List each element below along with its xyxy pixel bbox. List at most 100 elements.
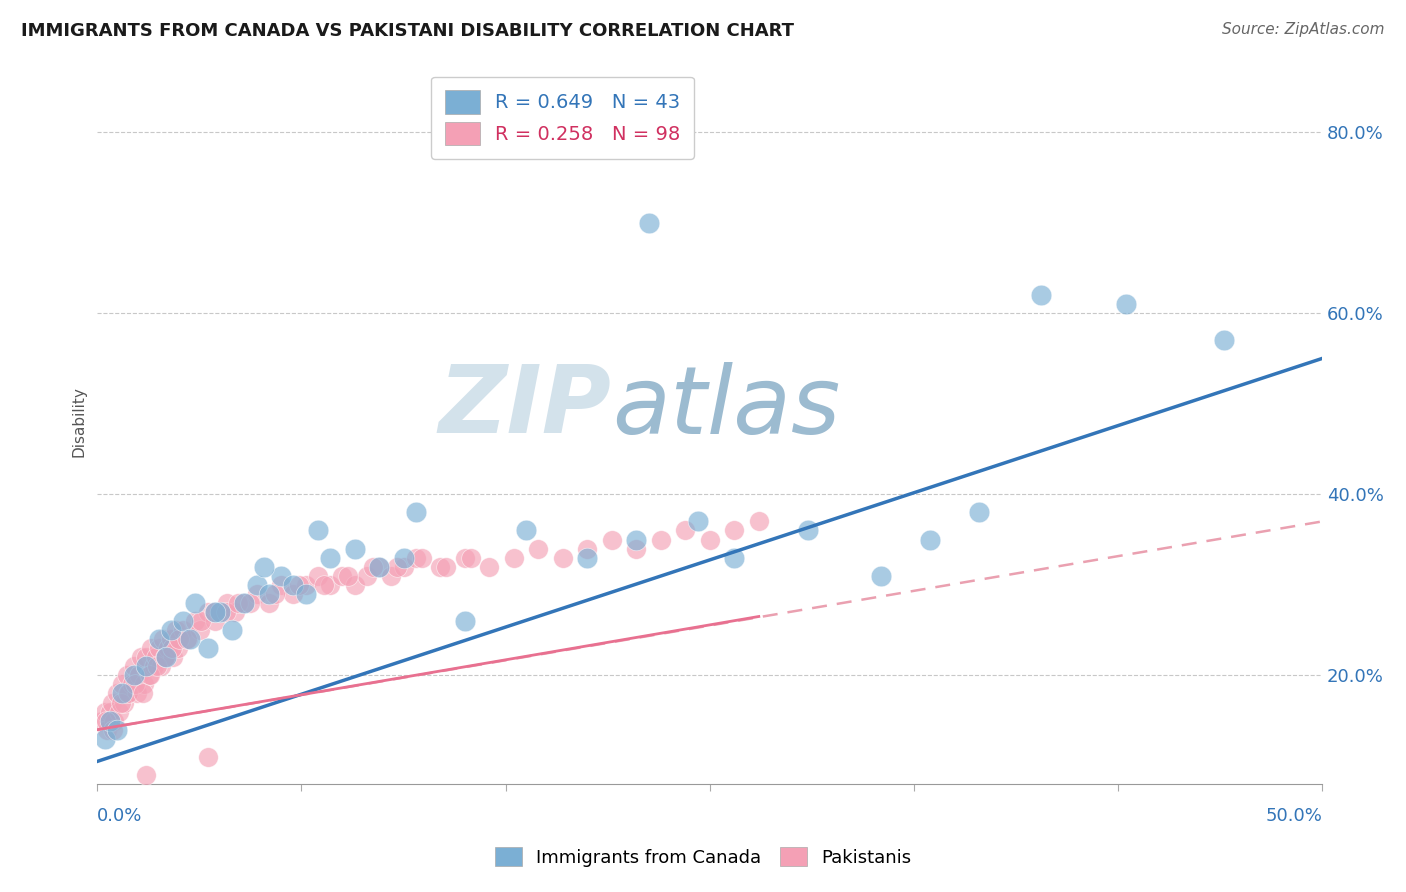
Point xyxy=(125,686,148,700)
Point xyxy=(153,650,176,665)
Point xyxy=(294,578,316,592)
Point xyxy=(148,632,170,647)
Point xyxy=(165,623,187,637)
Point xyxy=(204,614,226,628)
Point xyxy=(478,559,501,574)
Text: Source: ZipAtlas.com: Source: ZipAtlas.com xyxy=(1222,22,1385,37)
Point xyxy=(190,614,212,628)
Point xyxy=(131,686,153,700)
Point xyxy=(197,605,219,619)
Point xyxy=(368,559,391,574)
Point xyxy=(387,559,409,574)
Point xyxy=(253,559,276,574)
Point xyxy=(283,578,305,592)
Point xyxy=(312,578,335,592)
Point xyxy=(405,505,427,519)
Point xyxy=(1115,297,1137,311)
Point xyxy=(135,659,157,673)
Point xyxy=(319,550,342,565)
Point xyxy=(454,614,477,628)
Point xyxy=(101,696,124,710)
Point xyxy=(103,714,125,728)
Point xyxy=(392,550,415,565)
Point xyxy=(239,596,262,610)
Point xyxy=(686,515,709,529)
Point xyxy=(172,614,194,628)
Point xyxy=(673,524,696,538)
Point xyxy=(188,623,211,637)
Point xyxy=(233,596,256,610)
Point xyxy=(226,596,249,610)
Point xyxy=(637,216,659,230)
Point xyxy=(141,641,163,656)
Point xyxy=(184,614,207,628)
Point xyxy=(135,650,157,665)
Point xyxy=(169,632,191,647)
Point xyxy=(155,650,177,665)
Point xyxy=(135,768,157,782)
Point xyxy=(94,714,117,728)
Point xyxy=(723,524,745,538)
Point xyxy=(392,559,415,574)
Point xyxy=(122,668,145,682)
Point xyxy=(576,550,599,565)
Point xyxy=(197,641,219,656)
Legend: Immigrants from Canada, Pakistanis: Immigrants from Canada, Pakistanis xyxy=(488,840,918,874)
Point xyxy=(245,587,267,601)
Point xyxy=(217,596,239,610)
Point xyxy=(204,605,226,619)
Point xyxy=(105,686,128,700)
Point xyxy=(124,677,146,691)
Point xyxy=(96,723,118,737)
Point xyxy=(1213,334,1236,348)
Point xyxy=(111,677,134,691)
Point xyxy=(108,705,131,719)
Point xyxy=(160,641,183,656)
Point xyxy=(177,632,200,647)
Point xyxy=(117,686,139,700)
Point xyxy=(155,650,177,665)
Point xyxy=(650,533,672,547)
Point xyxy=(160,632,183,647)
Point xyxy=(600,533,623,547)
Point xyxy=(142,659,165,673)
Point xyxy=(157,641,180,656)
Point xyxy=(122,659,145,673)
Point xyxy=(870,568,893,582)
Point xyxy=(160,623,183,637)
Point xyxy=(515,524,537,538)
Point xyxy=(112,696,135,710)
Text: 0.0%: 0.0% xyxy=(97,806,143,825)
Point xyxy=(343,578,366,592)
Point xyxy=(337,568,360,582)
Point xyxy=(208,605,231,619)
Point xyxy=(294,587,316,601)
Point xyxy=(98,714,121,728)
Point xyxy=(576,541,599,556)
Point xyxy=(179,632,201,647)
Point xyxy=(527,541,550,556)
Y-axis label: Disability: Disability xyxy=(72,386,86,458)
Point xyxy=(91,714,114,728)
Point xyxy=(748,515,770,529)
Point xyxy=(626,533,648,547)
Point xyxy=(224,605,246,619)
Point xyxy=(148,641,170,656)
Point xyxy=(288,578,311,592)
Point xyxy=(967,505,990,519)
Point xyxy=(257,587,280,601)
Point xyxy=(270,578,292,592)
Text: atlas: atlas xyxy=(612,362,839,453)
Text: 50.0%: 50.0% xyxy=(1265,806,1322,825)
Point xyxy=(502,550,524,565)
Point xyxy=(221,623,243,637)
Point xyxy=(115,668,138,682)
Point xyxy=(128,668,150,682)
Point xyxy=(551,550,574,565)
Point xyxy=(150,659,173,673)
Point xyxy=(111,686,134,700)
Point xyxy=(93,705,115,719)
Text: IMMIGRANTS FROM CANADA VS PAKISTANI DISABILITY CORRELATION CHART: IMMIGRANTS FROM CANADA VS PAKISTANI DISA… xyxy=(21,22,794,40)
Point xyxy=(356,568,378,582)
Point xyxy=(184,596,207,610)
